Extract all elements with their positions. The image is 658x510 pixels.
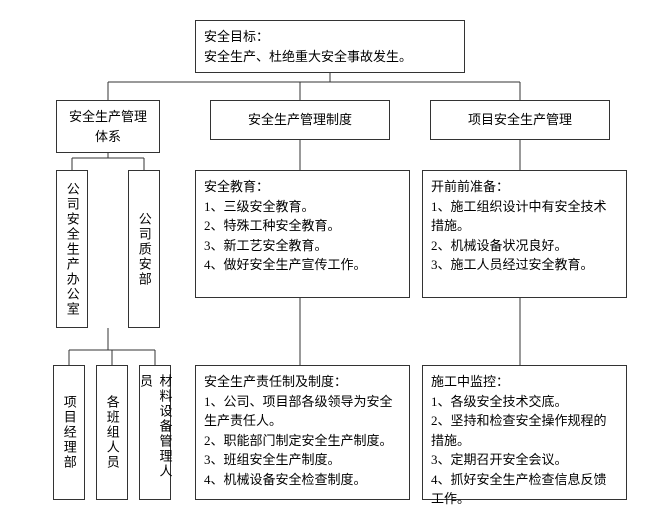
mon-i2: 2、坚持和检查安全操作规程的措施。: [431, 411, 618, 450]
goal-line1: 安全目标：: [204, 27, 456, 47]
node-regime: 安全生产管理制度: [210, 100, 390, 140]
resp-i3: 3、班组安全生产制度。: [204, 450, 401, 470]
node-system: 安全生产管理 体系: [56, 100, 160, 153]
education-i1: 1、三级安全教育。: [204, 197, 401, 217]
node-monitor: 施工中监控： 1、各级安全技术交底。 2、坚持和检查安全操作规程的措施。 3、定…: [422, 365, 627, 500]
mon-i4: 4、抓好安全生产检查信息反馈工作。: [431, 470, 618, 509]
node-prep: 开前前准备： 1、施工组织设计中有安全技术措施。 2、机械设备状况良好。 3、施…: [422, 170, 627, 298]
mon-i1: 1、各级安全技术交底。: [431, 392, 618, 412]
education-i4: 4、做好安全生产宣传工作。: [204, 255, 401, 275]
node-materials: 材料设备管理人员: [139, 365, 171, 500]
node-goal: 安全目标： 安全生产、杜绝重大安全事故发生。: [195, 20, 465, 73]
node-education: 安全教育： 1、三级安全教育。 2、特殊工种安全教育。 3、新工艺安全教育。 4…: [195, 170, 410, 298]
resp-i2: 2、职能部门制定安全生产制度。: [204, 431, 401, 451]
education-title: 安全教育：: [204, 177, 401, 197]
node-office: 公司安全生产办公室: [56, 170, 88, 328]
resp-i1: 1、公司、项目部各级领导为安全生产责任人。: [204, 392, 401, 431]
resp-title: 安全生产责任制及制度：: [204, 372, 401, 392]
node-pm: 项目经理部: [53, 365, 85, 500]
prep-title: 开前前准备：: [431, 177, 618, 197]
prep-i1: 1、施工组织设计中有安全技术措施。: [431, 197, 618, 236]
node-teams: 各班组人员: [96, 365, 128, 500]
goal-line2: 安全生产、杜绝重大安全事故发生。: [204, 47, 456, 67]
node-qadept: 公司质安部: [128, 170, 160, 328]
prep-i3: 3、施工人员经过安全教育。: [431, 255, 618, 275]
node-project: 项目安全生产管理: [430, 100, 610, 140]
resp-i4: 4、机械设备安全检查制度。: [204, 470, 401, 490]
prep-i2: 2、机械设备状况良好。: [431, 236, 618, 256]
education-i2: 2、特殊工种安全教育。: [204, 216, 401, 236]
education-i3: 3、新工艺安全教育。: [204, 236, 401, 256]
node-responsibility: 安全生产责任制及制度： 1、公司、项目部各级领导为安全生产责任人。 2、职能部门…: [195, 365, 410, 500]
mon-title: 施工中监控：: [431, 372, 618, 392]
mon-i3: 3、定期召开安全会议。: [431, 450, 618, 470]
